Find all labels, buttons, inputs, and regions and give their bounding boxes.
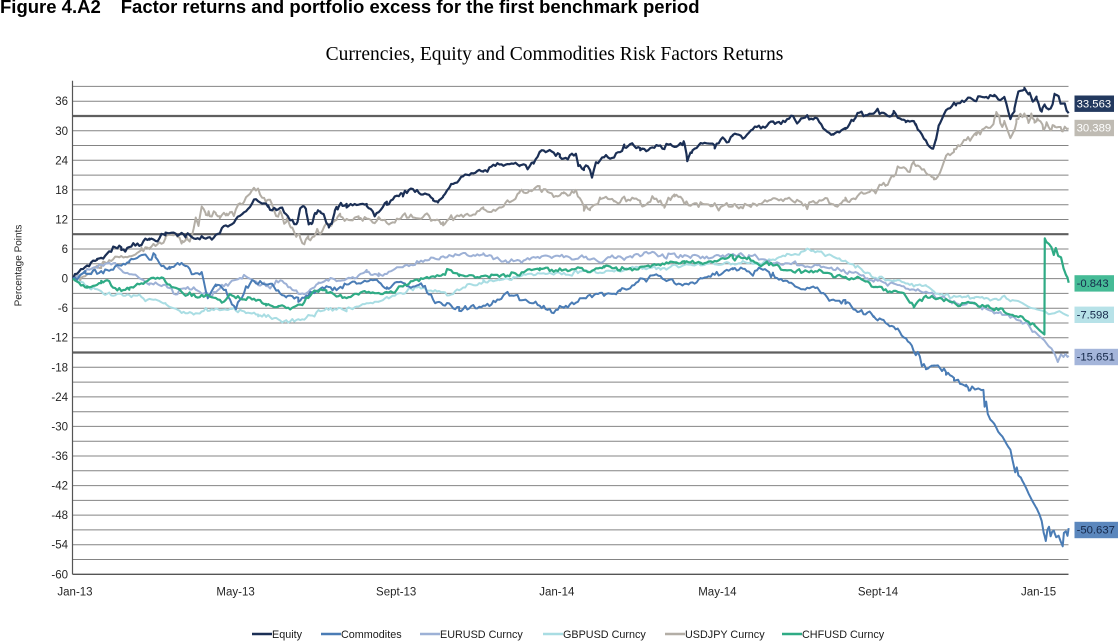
svg-text:-30: -30 xyxy=(51,421,68,433)
svg-text:-50.637: -50.637 xyxy=(1077,525,1115,537)
svg-text:6: 6 xyxy=(62,244,68,256)
svg-text:Equity: Equity xyxy=(272,629,303,641)
svg-text:Sept-14: Sept-14 xyxy=(858,587,899,599)
svg-text:May-13: May-13 xyxy=(216,587,254,599)
svg-text:33.563: 33.563 xyxy=(1077,98,1112,110)
svg-text:-54: -54 xyxy=(51,540,68,552)
svg-text:Sept-13: Sept-13 xyxy=(376,587,416,599)
svg-text:EURUSD Curncy: EURUSD Curncy xyxy=(440,629,523,641)
svg-text:12: 12 xyxy=(55,215,68,227)
svg-text:18: 18 xyxy=(55,185,68,197)
svg-text:-42: -42 xyxy=(51,481,68,493)
svg-text:Jan-13: Jan-13 xyxy=(57,587,92,599)
svg-text:Jan-14: Jan-14 xyxy=(539,587,575,599)
svg-text:36: 36 xyxy=(55,96,68,108)
svg-text:0: 0 xyxy=(62,274,68,286)
svg-text:-7.598: -7.598 xyxy=(1077,309,1109,321)
svg-text:24: 24 xyxy=(55,155,68,167)
svg-text:Jan-15: Jan-15 xyxy=(1021,587,1056,599)
svg-text:-0.843: -0.843 xyxy=(1077,278,1109,290)
svg-text:-15.651: -15.651 xyxy=(1077,352,1115,364)
svg-text:-6: -6 xyxy=(58,303,68,315)
svg-text:30.389: 30.389 xyxy=(1077,123,1112,135)
svg-text:GBPUSD Curncy: GBPUSD Curncy xyxy=(563,629,646,641)
svg-text:USDJPY Curncy: USDJPY Curncy xyxy=(685,629,765,641)
svg-text:May-14: May-14 xyxy=(698,587,737,599)
svg-text:-12: -12 xyxy=(51,333,68,345)
svg-text:-24: -24 xyxy=(51,392,68,404)
svg-text:-36: -36 xyxy=(51,451,68,463)
svg-text:-18: -18 xyxy=(51,362,68,374)
svg-text:-48: -48 xyxy=(51,510,68,522)
svg-text:30: 30 xyxy=(55,126,68,138)
svg-text:Commodites: Commodites xyxy=(341,629,402,641)
svg-text:CHFUSD Curncy: CHFUSD Curncy xyxy=(802,629,885,641)
svg-text:-60: -60 xyxy=(51,569,68,581)
